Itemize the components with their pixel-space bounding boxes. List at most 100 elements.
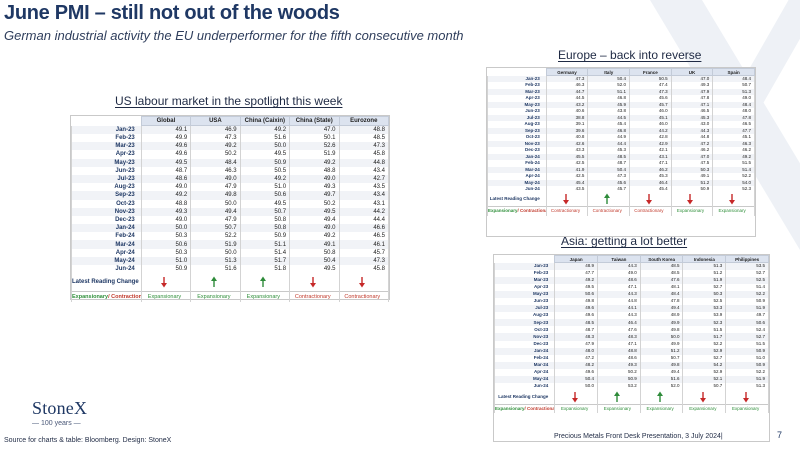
change-cell (587, 192, 631, 207)
table-cell: 46.1 (338, 240, 389, 249)
table-row: Feb-23 46.3 52.0 47.4 49.3 50.7 (487, 82, 755, 89)
table-cell: 54.2 (682, 361, 727, 369)
table-cell: 51.2 (682, 269, 727, 277)
table-cell: 47.9 (190, 215, 241, 225)
table-cell: 50.8 (289, 248, 340, 257)
table-cell: 48.3 (554, 333, 598, 341)
row-label: Jun-24 (487, 186, 547, 193)
pmi-table-grid: Global USA China (Caixin) China (State) Euro… (71, 116, 389, 303)
table-row: Nov-23 42.6 44.4 42.9 47.2 46.3 (487, 140, 755, 147)
table-cell: 48.4 (712, 101, 755, 108)
table-cell: 51.3 (725, 383, 769, 391)
table-cell: 46.4 (597, 319, 641, 327)
status-cell: Contractionary (629, 206, 672, 216)
table-cell: 49.8 (190, 191, 241, 200)
row-label: Jul-23 (71, 174, 142, 184)
table-cell: 52.9 (682, 347, 727, 355)
table-cell: 47.3 (338, 142, 389, 151)
table-cell: 49.9 (140, 134, 192, 143)
logo-years: — 100 years — (32, 420, 81, 427)
table-cell: 53.9 (682, 312, 727, 320)
arrow-down-icon (687, 194, 694, 205)
table-row: Jun-23 49.8 44.8 47.8 52.5 50.9 (493, 297, 769, 306)
row-label: Oct-23 (71, 199, 142, 208)
status-cell: Expansionary (140, 290, 192, 303)
table-row: Mar-24 48.2 49.3 49.8 54.2 50.9 (493, 361, 769, 369)
table-cell: 51.8 (239, 265, 291, 274)
change-cell (239, 273, 291, 292)
column-header: Germany (545, 68, 589, 76)
table-cell: 50.6 (140, 240, 192, 249)
table-cell: 50.9 (725, 297, 769, 306)
table-cell: 52.7 (682, 283, 727, 291)
table-cell: 49.5 (239, 150, 291, 159)
table-cell: 51.7 (682, 333, 727, 341)
table-cell: 53.5 (725, 262, 769, 270)
arrow-down-icon (309, 276, 316, 288)
legend-expansionary: Expansionary (488, 208, 518, 214)
asia-section-heading: Asia: getting a lot better (561, 234, 688, 248)
table-row: Apr-23 49.5 47.1 48.1 52.7 51.4 (493, 283, 769, 291)
table-cell: 47.6 (597, 326, 641, 334)
row-label: Jan-24 (493, 347, 556, 355)
change-row: Latest Reading Change (493, 390, 769, 405)
table-cell: 49.5 (239, 199, 291, 208)
row-label: May-23 (71, 158, 142, 167)
row-label: Apr-24 (71, 248, 142, 257)
table-cell: 48.6 (597, 354, 641, 362)
table-cell: 44.4 (338, 215, 389, 225)
row-label: May-23 (493, 290, 556, 298)
table-cell: 49.6 (140, 150, 192, 159)
table-row: Jan-24 50.0 50.7 50.8 49.0 46.6 (71, 224, 389, 233)
table-cell: 47.9 (190, 183, 241, 192)
legend-expansionary: Expansionary (72, 293, 109, 300)
table-row: Jun-23 48.7 46.3 50.5 48.8 43.4 (71, 166, 389, 175)
table-cell: 49.6 (554, 368, 598, 376)
table-cell: 51.3 (682, 262, 727, 270)
table-cell: 49.1 (289, 240, 340, 249)
row-label: Apr-23 (493, 283, 556, 291)
table-row: Dec-23 47.9 47.1 49.9 52.2 51.5 (493, 340, 769, 348)
table-row: Apr-24 49.6 50.2 49.4 52.9 52.2 (493, 368, 769, 376)
status-row-label: Expansionary/ Contractionary (71, 290, 142, 303)
table-cell: 51.9 (289, 150, 340, 159)
status-cell: Expansionary (597, 403, 641, 414)
arrow-down-icon (742, 391, 749, 403)
row-label: Nov-23 (493, 333, 556, 341)
change-cell (190, 273, 241, 292)
table-cell: 51.4 (725, 283, 769, 291)
table-cell: 50.3 (140, 248, 192, 257)
table-cell: 52.7 (725, 269, 769, 277)
arrow-down-icon (161, 276, 168, 288)
table-cell: 50.9 (725, 347, 769, 355)
table-row: May-23 49.5 48.4 50.9 49.2 44.8 (71, 158, 389, 167)
row-label: Feb-23 (487, 82, 547, 89)
table-cell: 43.5 (338, 183, 389, 192)
header-corner (494, 255, 555, 263)
table-cell: 50.2 (289, 199, 340, 208)
row-label: Feb-24 (493, 354, 556, 362)
table-row: Jul-23 38.8 44.5 45.1 45.3 47.8 (487, 114, 755, 121)
table-cell: 50.0 (140, 224, 192, 233)
table-cell: 46.2 (712, 147, 755, 154)
table-cell: 48.8 (140, 199, 192, 208)
table-cell: 50.4 (289, 256, 340, 265)
table-cell: 48.9 (639, 312, 684, 320)
table-row: Mar-23 49.2 48.6 47.6 51.9 52.5 (493, 276, 769, 284)
table-cell: 49.3 (289, 183, 340, 192)
change-cell (289, 273, 340, 292)
column-header: Taiwan (597, 255, 641, 263)
table-cell: 50.2 (190, 150, 241, 159)
table-cell: 50.0 (239, 142, 291, 151)
table-row: Jul-23 49.6 44.1 49.4 53.3 51.9 (493, 305, 769, 313)
column-header: Philippines (725, 255, 769, 263)
table-row: Nov-23 48.3 48.3 50.0 51.7 52.7 (493, 333, 769, 341)
header-row: Germany Italy France UK Spain (487, 68, 755, 76)
table-cell: 49.5 (554, 283, 598, 291)
table-cell: 45.8 (338, 150, 389, 159)
table-cell: 44.3 (597, 262, 641, 270)
status-cell: Expansionary (682, 403, 727, 414)
row-label: Jan-23 (493, 262, 556, 270)
table-cell: 49.4 (639, 305, 684, 313)
table-row: May-24 51.0 51.3 51.7 50.4 47.3 (71, 256, 389, 265)
